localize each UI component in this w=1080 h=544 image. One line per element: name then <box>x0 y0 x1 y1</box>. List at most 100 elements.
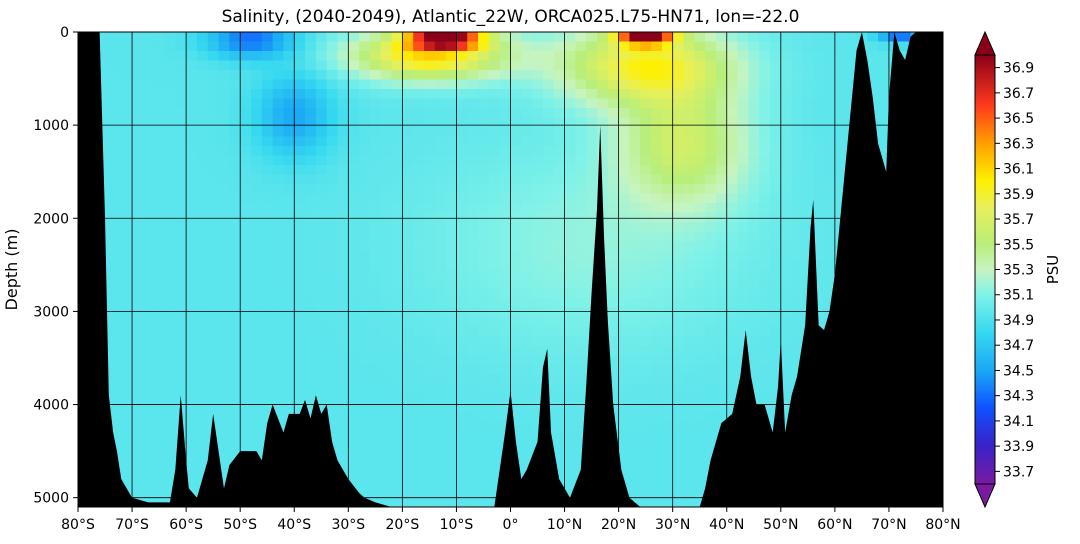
salinity-cell <box>467 421 479 432</box>
salinity-cell <box>251 298 263 309</box>
salinity-cell <box>542 174 555 185</box>
salinity-cell <box>661 203 674 214</box>
salinity-cell <box>586 51 598 62</box>
salinity-cell <box>196 184 209 195</box>
salinity-cell <box>726 203 739 214</box>
salinity-cell <box>207 155 220 166</box>
salinity-cell <box>402 89 414 100</box>
salinity-cell <box>337 241 349 252</box>
salinity-cell <box>629 402 641 413</box>
salinity-cell <box>305 79 317 90</box>
salinity-cell <box>521 32 533 43</box>
salinity-cell <box>424 98 436 109</box>
salinity-cell <box>748 317 760 328</box>
salinity-cell <box>553 70 566 81</box>
salinity-cell <box>521 165 533 176</box>
salinity-cell <box>110 326 122 337</box>
salinity-cell <box>467 431 479 442</box>
salinity-cell <box>683 231 695 242</box>
salinity-cell <box>164 450 176 461</box>
salinity-cell <box>359 488 371 499</box>
salinity-cell <box>391 79 403 90</box>
salinity-cell <box>672 497 685 507</box>
salinity-cell <box>488 51 501 62</box>
salinity-cell <box>207 260 220 271</box>
salinity-cell <box>164 469 176 480</box>
salinity-cell <box>770 345 782 356</box>
salinity-cell <box>207 203 220 214</box>
salinity-cell <box>337 32 349 43</box>
salinity-cell <box>110 89 122 100</box>
salinity-cell <box>737 222 749 233</box>
salinity-cell <box>834 165 847 176</box>
salinity-cell <box>164 279 176 290</box>
salinity-cell <box>467 488 479 499</box>
salinity-cell <box>629 241 641 252</box>
salinity-cell <box>553 231 566 242</box>
salinity-cell <box>607 231 620 242</box>
salinity-cell <box>564 70 576 81</box>
salinity-cell <box>164 402 176 413</box>
salinity-cell <box>715 364 728 375</box>
salinity-cell <box>694 174 706 185</box>
salinity-cell <box>207 364 220 375</box>
salinity-cell <box>661 136 674 147</box>
salinity-cell <box>434 212 447 223</box>
salinity-cell <box>694 184 706 195</box>
salinity-cell <box>207 250 220 261</box>
salinity-cell <box>175 127 187 138</box>
salinity-cell <box>553 260 566 271</box>
y-tick-label: 5000 <box>33 491 69 507</box>
salinity-cell <box>640 222 652 233</box>
salinity-cell <box>467 317 479 328</box>
salinity-cell <box>499 41 512 52</box>
salinity-cell <box>770 184 782 195</box>
salinity-cell <box>510 288 522 299</box>
salinity-cell <box>283 155 295 166</box>
salinity-cell <box>715 165 728 176</box>
salinity-cell <box>651 127 663 138</box>
salinity-cell <box>499 412 512 423</box>
salinity-cell <box>261 51 274 62</box>
salinity-cell <box>661 127 674 138</box>
salinity-cell <box>737 203 749 214</box>
salinity-cell <box>780 98 793 109</box>
salinity-cell <box>240 241 252 252</box>
salinity-cell <box>575 222 587 233</box>
salinity-cell <box>164 231 176 242</box>
salinity-cell <box>661 98 674 109</box>
salinity-cell <box>553 51 566 62</box>
salinity-cell <box>510 70 522 81</box>
salinity-cell <box>780 155 793 166</box>
salinity-cell <box>229 193 241 204</box>
salinity-cell <box>315 98 328 109</box>
salinity-cell <box>467 260 479 271</box>
salinity-cell <box>553 298 566 309</box>
salinity-cell <box>715 250 728 261</box>
salinity-cell <box>651 402 663 413</box>
salinity-cell <box>456 288 468 299</box>
salinity-cell <box>434 279 447 290</box>
salinity-cell <box>218 117 230 128</box>
salinity-cell <box>413 70 425 81</box>
salinity-cell <box>542 241 555 252</box>
salinity-cell <box>683 326 695 337</box>
salinity-cell <box>683 260 695 271</box>
salinity-cell <box>283 336 295 347</box>
salinity-cell <box>142 231 155 242</box>
salinity-cell <box>110 117 122 128</box>
salinity-cell <box>748 127 760 138</box>
salinity-cell <box>715 298 728 309</box>
salinity-cell <box>218 260 230 271</box>
salinity-cell <box>380 383 393 394</box>
salinity-cell <box>218 364 230 375</box>
salinity-cell <box>737 326 749 337</box>
salinity-cell <box>218 431 230 442</box>
salinity-cell <box>456 497 468 507</box>
salinity-cell <box>683 355 695 366</box>
salinity-cell <box>348 269 360 280</box>
salinity-cell <box>272 355 285 366</box>
salinity-cell <box>229 146 241 157</box>
salinity-cell <box>402 412 414 423</box>
salinity-cell <box>337 355 349 366</box>
